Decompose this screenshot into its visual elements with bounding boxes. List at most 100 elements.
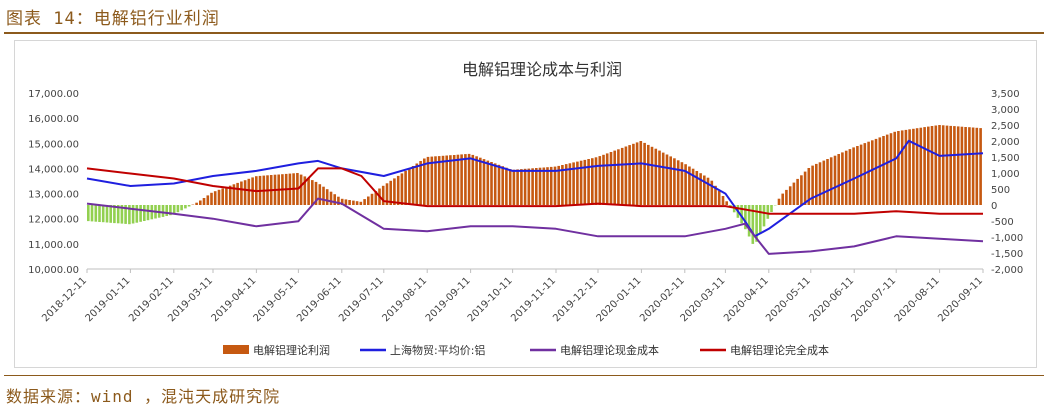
bottom-rule	[4, 375, 1044, 376]
profit-bar	[180, 205, 183, 211]
price-line	[86, 139, 984, 238]
y-right-tick-label: -1,500	[991, 249, 1023, 260]
chart-legend: 电解铝理论利润 上海物贸:平均价:铝 电解铝理论现金成本 电解铝理论完全成本	[223, 343, 829, 357]
profit-bar	[676, 160, 680, 205]
profit-bar	[101, 205, 105, 223]
profit-bar	[172, 205, 176, 215]
profit-bar	[467, 153, 471, 205]
profit-bar	[568, 163, 572, 205]
profit-bar	[374, 191, 378, 205]
profit-bar	[964, 127, 967, 205]
profit-bar	[591, 158, 594, 205]
profit-bar	[841, 152, 844, 205]
y-left-tick-label: 13,000.00	[28, 190, 79, 201]
profit-bar	[471, 154, 475, 205]
profit-bar	[852, 147, 855, 205]
profit-bar	[217, 189, 221, 205]
profit-bar	[120, 205, 124, 224]
profit-bar	[535, 168, 538, 205]
profit-bar	[628, 145, 631, 205]
profit-bar	[703, 175, 706, 205]
profit-bar	[587, 159, 590, 205]
profit-bar	[609, 152, 613, 205]
profit-bar	[695, 171, 699, 205]
y-right-tick-label: 3,000	[991, 105, 1020, 116]
profit-bar	[434, 156, 437, 205]
profit-bar	[124, 205, 127, 224]
profit-bar	[464, 154, 467, 205]
profit-bar	[206, 195, 210, 205]
profit-bar	[501, 166, 505, 205]
profit-bar	[247, 178, 251, 205]
profit-bar	[527, 168, 531, 205]
profit-bar	[878, 137, 882, 205]
profit-bar	[848, 149, 852, 205]
profit-bar	[561, 165, 564, 205]
y-right-tick-label: -2,000	[991, 265, 1023, 276]
profit-bar	[344, 199, 348, 205]
profit-bar	[337, 196, 340, 205]
x-tick-label: 2020-08-11	[893, 275, 942, 324]
cash-cost-line	[86, 197, 984, 255]
profit-bar	[165, 205, 169, 216]
x-tick-label: 2019-07-11	[337, 275, 386, 324]
profit-bar	[755, 205, 758, 242]
profit-bar	[479, 157, 482, 205]
profit-bar	[941, 125, 945, 205]
series-lines	[86, 139, 984, 255]
profit-bar	[706, 177, 710, 205]
profit-bar	[363, 199, 366, 205]
profit-bar	[538, 167, 542, 205]
profit-bar	[210, 192, 213, 205]
profit-bar	[968, 127, 971, 205]
profit-bar	[169, 205, 172, 216]
full-cost-line	[86, 167, 983, 215]
profit-bar	[871, 140, 874, 205]
profit-bar	[788, 186, 792, 205]
x-tick-label: 2020-09-11	[936, 275, 985, 324]
profit-bar	[423, 158, 426, 205]
profit-bar	[949, 125, 953, 205]
profit-bar	[415, 163, 419, 205]
profit-bar	[613, 150, 617, 205]
profit-bar	[557, 165, 561, 205]
profit-bar	[971, 127, 975, 205]
profit-bar	[135, 205, 139, 223]
profit-bar	[311, 180, 314, 205]
profit-bar	[385, 183, 389, 205]
profit-bar	[240, 181, 243, 205]
y-right-tick-label: 3,500	[991, 89, 1020, 100]
x-tick-label: 2019-10-11	[466, 275, 515, 324]
profit-bar	[829, 157, 833, 205]
y-right-tick-label: 500	[991, 185, 1010, 196]
profit-bar	[202, 198, 206, 205]
profit-bar	[314, 181, 318, 205]
x-tick-label: 2020-05-11	[764, 275, 813, 324]
profit-bar	[669, 156, 673, 205]
profit-bar	[665, 154, 669, 205]
profit-bar	[381, 185, 385, 205]
profit-bar	[508, 169, 512, 205]
profit-bar	[960, 126, 964, 205]
profit-bar	[393, 178, 396, 205]
profit-bar	[643, 142, 646, 205]
profit-bar	[632, 143, 635, 205]
profit-bar	[490, 162, 493, 205]
profit-bar	[497, 164, 501, 205]
profit-bar	[228, 185, 232, 205]
profit-bar	[340, 198, 344, 205]
profit-bar	[583, 159, 587, 205]
profit-bar	[195, 202, 198, 205]
profit-bar	[90, 205, 94, 222]
profit-bar	[815, 163, 818, 205]
profit-bar	[919, 127, 923, 205]
profit-bar	[900, 130, 904, 205]
profit-bar	[807, 168, 811, 205]
profit-bar	[688, 166, 691, 205]
profit-bar	[116, 205, 120, 224]
profit-bar	[475, 156, 478, 205]
figure-title: 图表 14：电解铝行业利润	[6, 9, 220, 29]
profit-bar	[684, 164, 687, 205]
profit-bar	[818, 162, 822, 205]
profit-bar	[299, 174, 303, 205]
